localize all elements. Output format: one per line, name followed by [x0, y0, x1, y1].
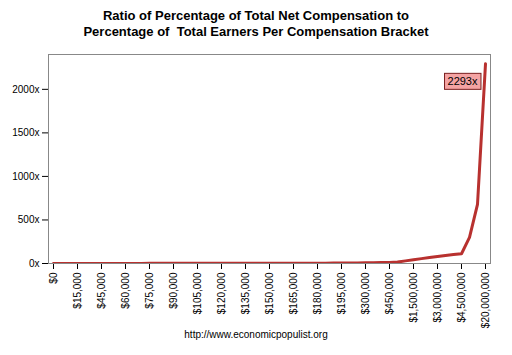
svg-text:$0: $0	[48, 272, 59, 284]
svg-text:2000x: 2000x	[12, 84, 39, 95]
html-text:http://www.economicpopulist.or: http://www.economicpopulist.org	[184, 329, 328, 340]
svg-text:$4,500,000: $4,500,000	[456, 272, 467, 322]
svg-text:$45,000: $45,000	[96, 272, 107, 309]
svg-text:$60,000: $60,000	[120, 272, 131, 309]
svg-text:2293x: 2293x	[448, 75, 478, 87]
svg-text:500x: 500x	[18, 214, 40, 225]
svg-text:$120,000: $120,000	[216, 272, 227, 314]
svg-text:$15,000: $15,000	[72, 272, 83, 309]
svg-text:$105,000: $105,000	[192, 272, 203, 314]
svg-text:$450,000: $450,000	[384, 272, 395, 314]
svg-text:$3,000,000: $3,000,000	[432, 272, 443, 322]
svg-text:0x: 0x	[29, 258, 40, 269]
svg-text:$165,000: $165,000	[288, 272, 299, 314]
svg-text:$1,500,000: $1,500,000	[408, 272, 419, 322]
svg-text:$75,000: $75,000	[144, 272, 155, 309]
svg-text:$150,000: $150,000	[264, 272, 275, 314]
svg-text:$300,000: $300,000	[360, 272, 371, 314]
svg-text:1500x: 1500x	[12, 127, 39, 138]
svg-text:$180,000: $180,000	[312, 272, 323, 314]
svg-text:$135,000: $135,000	[240, 272, 251, 314]
svg-text:1000x: 1000x	[12, 171, 39, 182]
svg-text:$195,000: $195,000	[336, 272, 347, 314]
svg-text:$20,000,000: $20,000,000	[480, 272, 491, 328]
html-text:Ratio of Percentage of Total N: Ratio of Percentage of Total Net Compens…	[83, 8, 429, 39]
svg-text:$90,000: $90,000	[168, 272, 179, 309]
